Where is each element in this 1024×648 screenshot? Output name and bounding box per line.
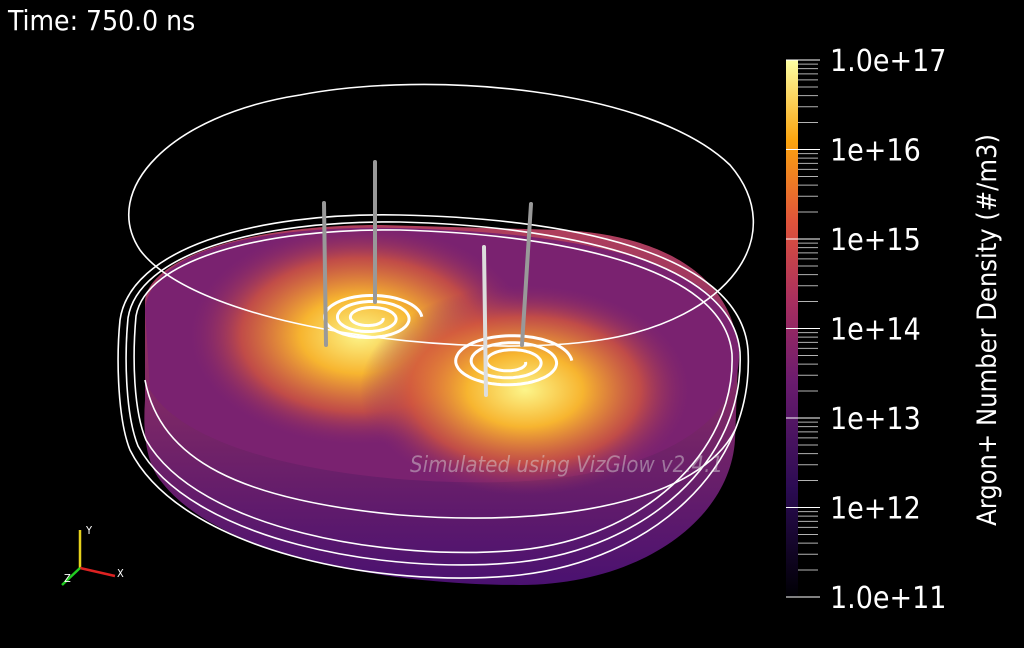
colorbar-label: 1e+15 (830, 223, 921, 258)
colorbar-ticks (786, 59, 820, 598)
colorbar-label: 1e+14 (830, 313, 921, 348)
hot-spot (360, 285, 690, 495)
electrodes (322, 160, 533, 397)
axis-triad: Y X Z (61, 524, 124, 586)
colorbar-labels: 1.0e+17 1e+16 1e+15 1e+14 1e+13 1e+12 1.0e+11 (830, 44, 946, 616)
watermark: Simulated using VizGlow v2.4.1 (410, 453, 723, 478)
colorbar-label: 1e+12 (830, 492, 921, 527)
colorbar-label: 1.0e+17 (830, 44, 946, 79)
outlines (117, 83, 755, 579)
axis-label: Y (85, 524, 93, 537)
axis-label: Z (64, 572, 71, 585)
time-label: Time: 750.0 ns (7, 4, 195, 37)
colorbar-label: 1.0e+11 (830, 581, 946, 616)
colorbar-title: Argon+ Number Density (#/m3) (972, 134, 1003, 526)
axis-label: X (117, 567, 124, 580)
colorbar-label: 1e+16 (830, 134, 921, 169)
colorbar-label: 1e+13 (830, 402, 921, 437)
